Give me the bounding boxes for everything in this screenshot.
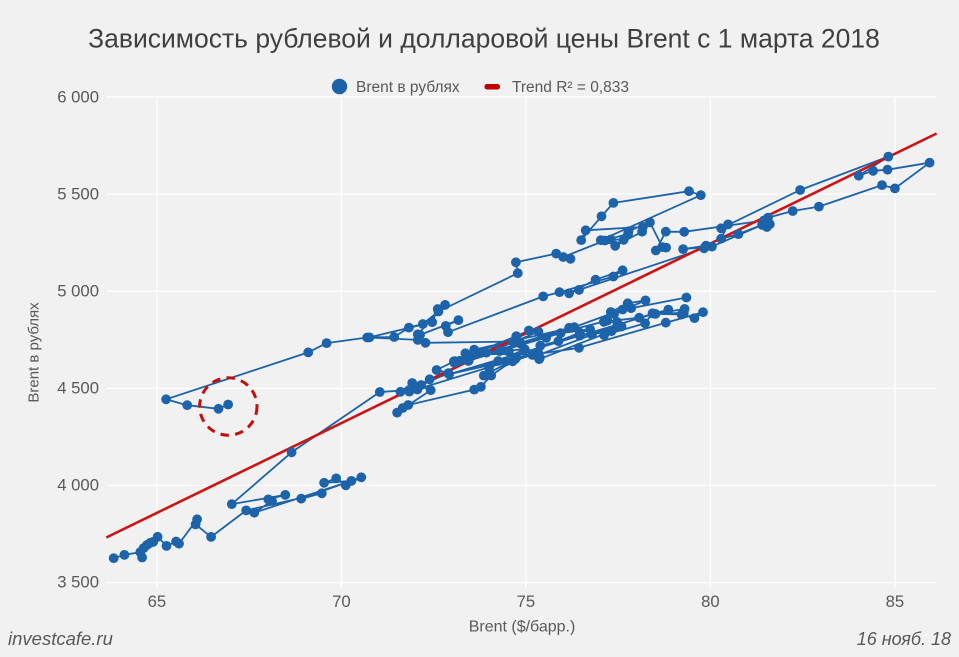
svg-text:80: 80 — [701, 592, 720, 611]
svg-text:3 500: 3 500 — [57, 573, 99, 592]
svg-text:5 500: 5 500 — [57, 185, 99, 204]
svg-text:16 нояб. 18: 16 нояб. 18 — [857, 629, 951, 649]
svg-text:4 500: 4 500 — [57, 379, 99, 398]
svg-text:Brent ($/барр.): Brent ($/барр.) — [469, 619, 576, 636]
svg-text:investcafe.ru: investcafe.ru — [8, 628, 113, 649]
svg-text:Brent в рублях: Brent в рублях — [26, 302, 43, 403]
svg-text:Brent в рублях: Brent в рублях — [356, 79, 460, 96]
svg-text:5 000: 5 000 — [57, 282, 99, 301]
svg-text:65: 65 — [148, 592, 167, 611]
svg-text:Trend R² = 0,833: Trend R² = 0,833 — [512, 79, 629, 96]
svg-text:4 000: 4 000 — [57, 476, 99, 495]
svg-text:6 000: 6 000 — [57, 88, 99, 107]
svg-text:Зависимость рублевой и долларо: Зависимость рублевой и долларовой цены B… — [88, 24, 880, 54]
svg-text:85: 85 — [886, 592, 905, 611]
svg-text:70: 70 — [332, 592, 351, 611]
svg-text:75: 75 — [517, 592, 536, 611]
